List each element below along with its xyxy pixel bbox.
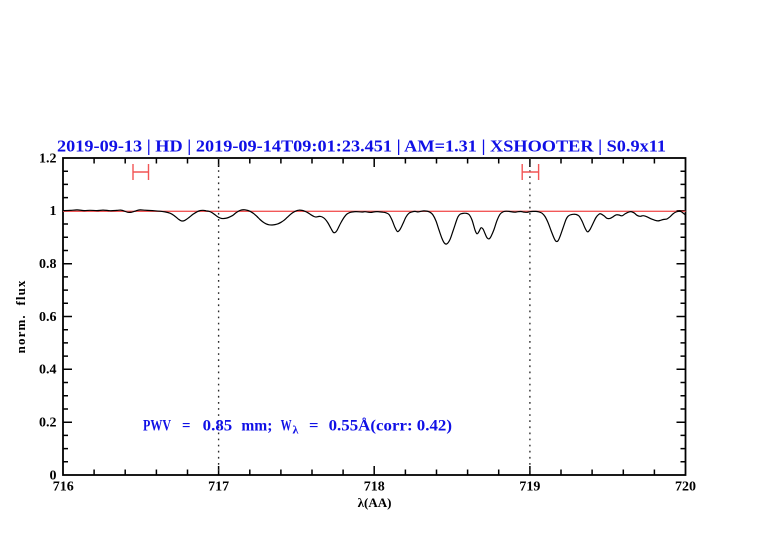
svg-text:1.2: 1.2 xyxy=(39,151,57,166)
svg-text:719: 719 xyxy=(519,480,540,495)
svg-text:0.4: 0.4 xyxy=(39,363,57,378)
svg-text:0: 0 xyxy=(50,468,57,483)
svg-text:720: 720 xyxy=(675,480,696,495)
svg-text:0.8: 0.8 xyxy=(39,257,57,272)
svg-text:λ(AA): λ(AA) xyxy=(358,495,392,510)
svg-text:0.6: 0.6 xyxy=(39,310,57,325)
svg-text:norm. flux: norm. flux xyxy=(13,279,28,353)
svg-text:0.2: 0.2 xyxy=(39,416,57,431)
svg-text:2019-09-13 | HD | 2019-09-14T0: 2019-09-13 | HD | 2019-09-14T09:01:23.45… xyxy=(57,137,666,156)
svg-text:717: 717 xyxy=(208,480,229,495)
svg-text:718: 718 xyxy=(364,480,385,495)
svg-text:1: 1 xyxy=(50,204,57,219)
svg-text:716: 716 xyxy=(53,480,74,495)
